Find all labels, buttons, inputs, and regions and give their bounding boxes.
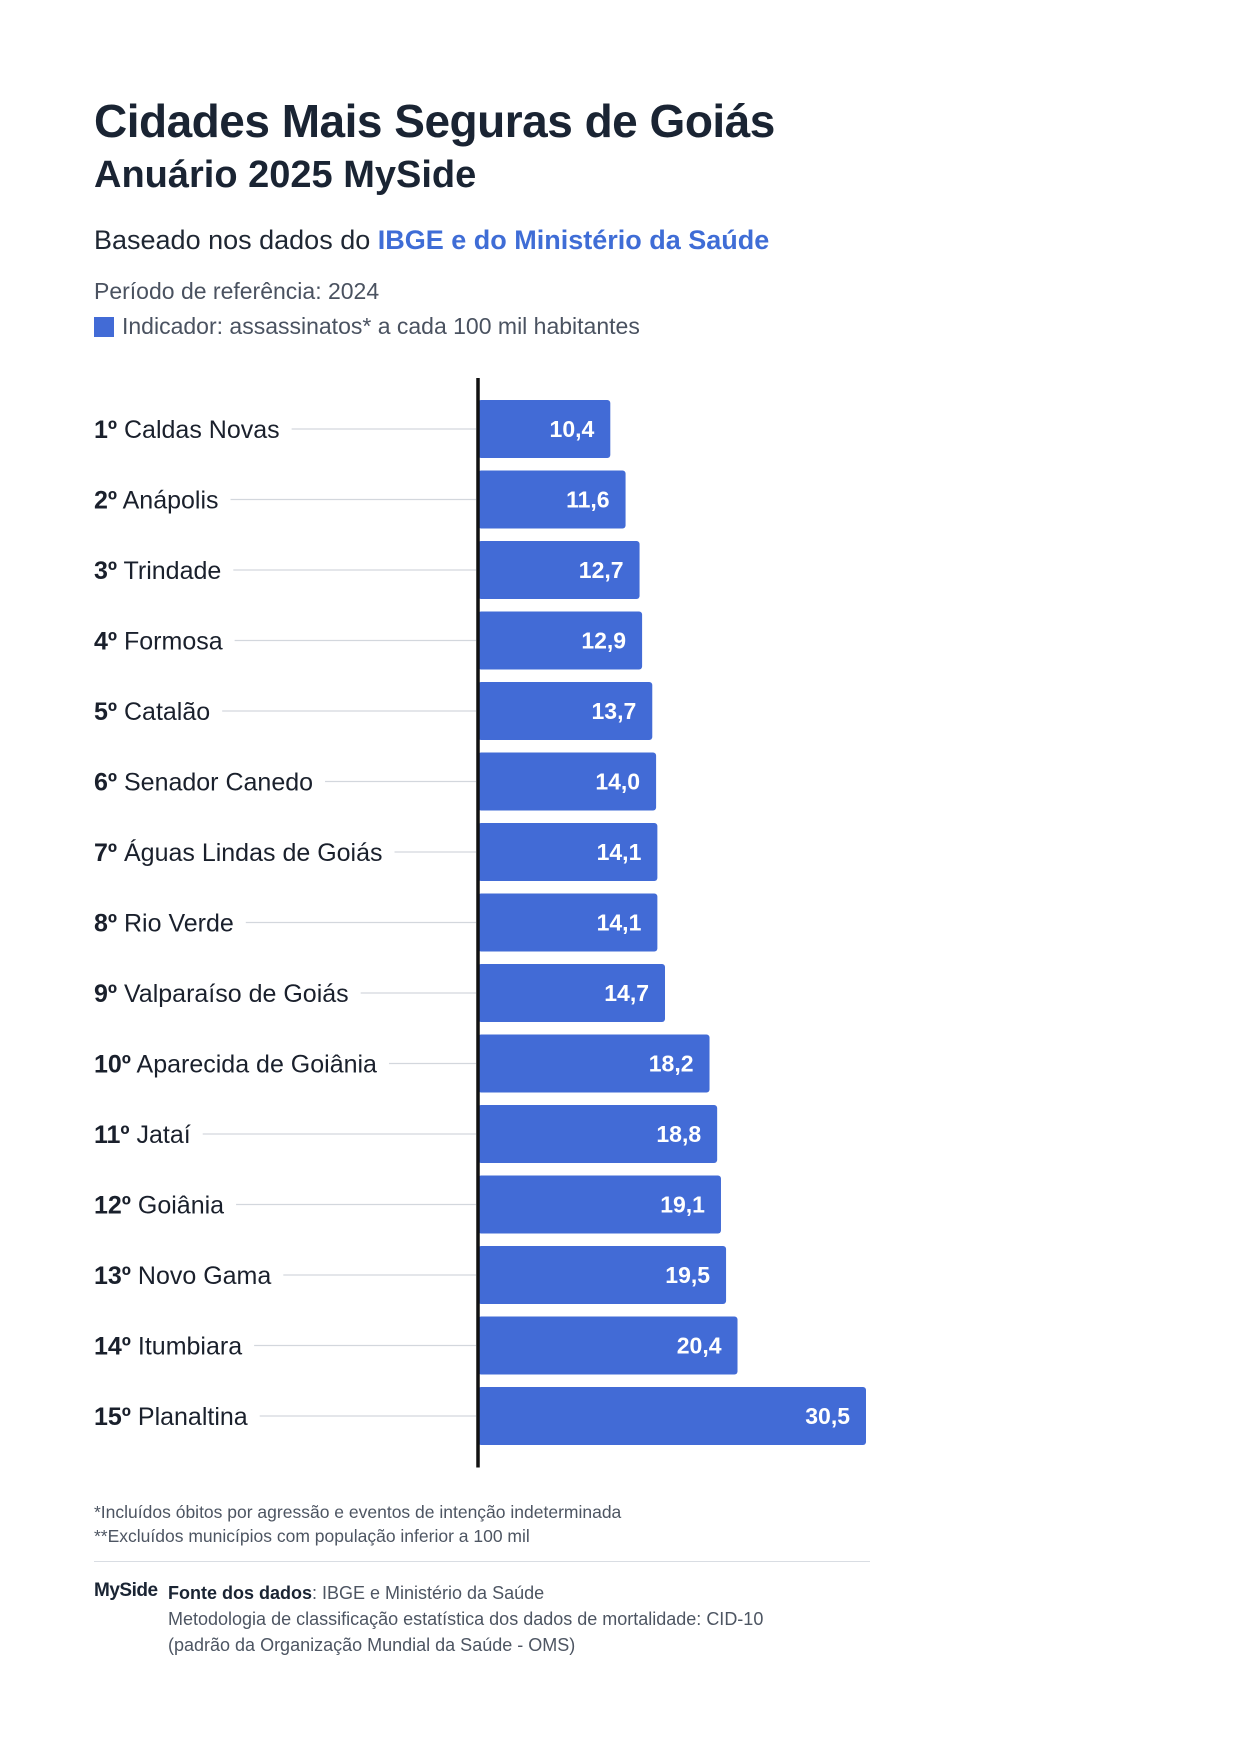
city-name: Aparecida de Goiânia	[131, 1051, 377, 1079]
city-rank: 5º	[94, 698, 117, 726]
city-name: Águas Lindas de Goiás	[117, 838, 382, 867]
city-rank: 7º	[94, 839, 117, 867]
city-label: 1º Caldas Novas	[94, 416, 280, 444]
bar	[478, 752, 657, 811]
bar	[478, 1246, 727, 1304]
city-rank: 8º	[94, 910, 117, 938]
city-label: 15º Planaltina	[94, 1403, 248, 1431]
city-rank: 13º	[94, 1262, 131, 1290]
reference-period: Período de referência: 2024	[94, 278, 380, 304]
indicator-legend: Indicador: assassinatos* a cada 100 mil …	[94, 313, 640, 340]
bar	[478, 1175, 721, 1234]
bar-value-label: 18,8	[656, 1121, 701, 1147]
city-name: Rio Verde	[117, 910, 234, 938]
city-label: 5º Catalão	[94, 698, 210, 726]
bar-chart: 1º Caldas Novas 10,4 2º Anápolis 11,6 3º Tri…	[94, 378, 866, 1468]
bar-value-label: 12,9	[581, 628, 626, 654]
city-name: Jataí	[130, 1121, 191, 1149]
city-label: 11º Jataí	[94, 1121, 191, 1149]
city-rank: 12º	[94, 1192, 131, 1220]
footnote-1: *Incluídos óbitos por agressão e eventos…	[94, 1502, 622, 1522]
bar-value-label: 19,1	[660, 1192, 705, 1218]
city-rank: 11º	[94, 1121, 130, 1149]
city-label: 13º Novo Gama	[94, 1262, 271, 1290]
bar-value-label: 14,1	[597, 839, 642, 865]
based-highlight: IBGE e do Ministério da Saúde	[377, 225, 770, 255]
footnotes: *Incluídos óbitos por agressão e eventos…	[94, 1500, 621, 1548]
city-label: 14º Itumbiara	[94, 1333, 242, 1361]
city-name: Catalão	[117, 698, 210, 726]
legend-swatch	[94, 316, 114, 337]
city-rank: 4º	[94, 628, 117, 656]
bar	[478, 1316, 738, 1375]
city-rank: 14º	[94, 1333, 131, 1361]
methodology: Metodologia de classificação estatística…	[168, 1609, 764, 1629]
bar	[478, 400, 611, 458]
city-label: 10º Aparecida de Goiânia	[94, 1051, 377, 1079]
bar-value-label: 19,5	[665, 1262, 710, 1288]
city-rank: 9º	[94, 980, 117, 1008]
based-prefix: Baseado nos dados do	[94, 225, 378, 255]
bar	[478, 1387, 866, 1445]
page-title: Cidades Mais Seguras de Goiás	[94, 95, 775, 147]
bar	[478, 470, 626, 529]
bar	[478, 611, 643, 670]
bar	[478, 823, 658, 881]
city-label: 12º Goiânia	[94, 1192, 224, 1220]
myside-logo: MySide	[94, 1580, 158, 1601]
bar	[478, 682, 653, 740]
bar-value-label: 11,6	[566, 487, 610, 513]
city-rank: 10º	[94, 1051, 131, 1079]
bar	[478, 964, 666, 1022]
bar	[478, 893, 658, 952]
city-label: 6º Senador Canedo	[94, 769, 313, 797]
bar-value-label: 14,7	[604, 980, 649, 1006]
bar	[478, 1034, 710, 1093]
bar-value-label: 14,1	[597, 910, 642, 936]
bar-value-label: 10,4	[550, 416, 595, 442]
footer-divider	[94, 1561, 870, 1562]
city-rank: 15º	[94, 1403, 131, 1431]
bar-value-label: 30,5	[805, 1403, 850, 1429]
city-name: Formosa	[117, 628, 223, 656]
source-label: Fonte dos dados	[168, 1583, 312, 1603]
indicator-label: Indicador: assassinatos* a cada 100 mil …	[122, 313, 640, 339]
city-label: 2º Anápolis	[94, 487, 219, 515]
bar-value-label: 14,0	[595, 769, 640, 795]
page-subtitle: Anuário 2025 MySide	[94, 154, 477, 196]
city-name: Trindade	[117, 557, 221, 585]
source-text: : IBGE e Ministério da Saúde	[312, 1583, 545, 1603]
source-block: Fonte dos dados: IBGE e Ministério da Sa…	[168, 1580, 888, 1658]
methodology-2: (padrão da Organização Mundial da Saúde …	[168, 1635, 576, 1655]
footnote-2: **Excluídos municípios com população inf…	[94, 1526, 530, 1546]
city-rank: 2º	[94, 487, 117, 515]
bar	[478, 1105, 718, 1163]
city-name: Caldas Novas	[117, 416, 280, 444]
bar-value-label: 12,7	[579, 557, 624, 583]
city-name: Goiânia	[131, 1192, 224, 1220]
city-label: 8º Rio Verde	[94, 910, 234, 938]
city-name: Senador Canedo	[117, 769, 313, 797]
city-rank: 1º	[94, 416, 117, 444]
data-source-line: Baseado nos dados do IBGE e do Ministéri…	[94, 225, 769, 256]
bar-value-label: 20,4	[677, 1333, 722, 1359]
city-name: Novo Gama	[131, 1262, 271, 1290]
city-label: 4º Formosa	[94, 628, 223, 656]
city-rank: 6º	[94, 769, 117, 797]
city-name: Planaltina	[131, 1403, 248, 1431]
city-name: Anápolis	[117, 487, 218, 515]
city-label: 9º Valparaíso de Goiás	[94, 980, 349, 1008]
bar-value-label: 13,7	[592, 698, 637, 724]
city-rank: 3º	[94, 557, 117, 585]
bar-value-label: 18,2	[649, 1051, 694, 1077]
city-name: Itumbiara	[131, 1333, 242, 1361]
city-label: 7º Águas Lindas de Goiás	[94, 838, 383, 867]
city-label: 3º Trindade	[94, 557, 221, 585]
bar	[478, 541, 640, 599]
city-name: Valparaíso de Goiás	[117, 980, 349, 1008]
